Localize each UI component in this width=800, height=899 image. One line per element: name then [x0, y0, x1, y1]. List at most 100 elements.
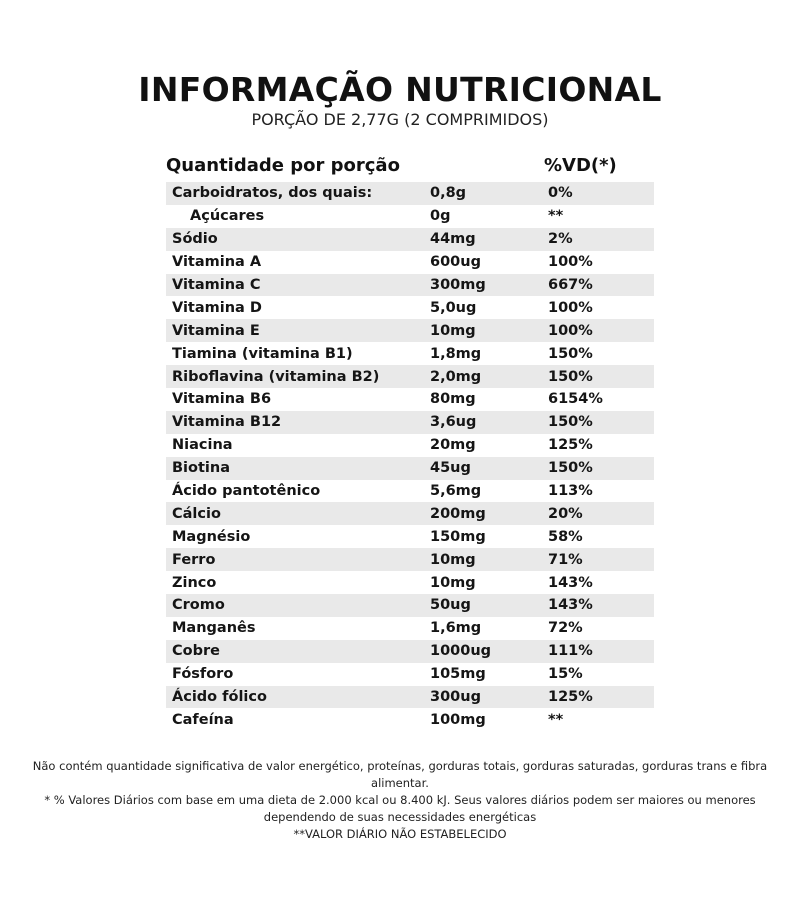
- nutrient-name: Vitamina D: [172, 299, 262, 316]
- nutrient-amount: 44mg: [430, 231, 476, 248]
- nutrient-name: Vitamina E: [172, 322, 260, 339]
- nutrient-vd: 0%: [548, 185, 573, 202]
- nutrient-name: Cobre: [172, 643, 220, 660]
- nutrient-name: Biotina: [172, 460, 230, 477]
- nutrient-vd: 72%: [548, 620, 583, 637]
- nutrient-vd: 150%: [548, 460, 593, 477]
- nutrient-name: Vitamina B12: [172, 414, 282, 431]
- table-row: Vitamina B12 3,6ug 150%: [166, 410, 654, 434]
- nutrient-vd: 20%: [548, 505, 583, 522]
- nutrient-name: Carboidratos, dos quais:: [172, 185, 373, 202]
- nutrient-amount: 0g: [430, 208, 451, 225]
- nutrient-name: Ácido pantotênico: [172, 483, 321, 500]
- nutrient-amount: 10mg: [430, 322, 476, 339]
- table-row: Cálcio 200mg 20%: [166, 502, 654, 526]
- nutrient-vd: **: [548, 208, 564, 225]
- table-row: Magnésio 150mg 58%: [166, 525, 654, 548]
- label-title: INFORMAÇÃO NUTRICIONAL: [138, 70, 662, 109]
- nutrient-vd: 667%: [548, 277, 593, 293]
- nutrient-amount: 600ug: [430, 254, 481, 271]
- nutrient-name: Zinco: [172, 574, 217, 591]
- nutrient-amount: 1,6mg: [430, 620, 482, 637]
- nutrient-name: Vitamina C: [172, 277, 261, 293]
- footnote-not-significant: Não contém quantidade significativa de v…: [32, 759, 768, 790]
- nutrient-amount: 80mg: [430, 391, 476, 408]
- nutrient-name: Açúcares: [190, 208, 265, 225]
- nutrient-vd: 100%: [548, 322, 593, 339]
- nutrient-name: Vitamina B6: [172, 391, 272, 408]
- nutrient-vd: 150%: [548, 368, 593, 385]
- nutrient-amount: 200mg: [430, 505, 486, 522]
- nutrient-amount: 0,8g: [430, 185, 467, 202]
- nutrient-amount: 10mg: [430, 551, 476, 568]
- table-row: Cromo 50ug 143%: [166, 594, 654, 617]
- nutrient-name: Ácido fólico: [172, 689, 267, 706]
- table-row: Manganês 1,6mg 72%: [166, 617, 654, 640]
- serving-size-subtitle: PORÇÃO DE 2,77G (2 COMPRIMIDOS): [251, 110, 549, 129]
- footnote-no-daily-value: **VALOR DIÁRIO NÃO ESTABELECIDO: [293, 827, 507, 841]
- table-header: Quantidade por porção %VD(*): [166, 148, 654, 182]
- nutrient-name: Cálcio: [172, 505, 221, 522]
- nutrient-name: Riboflavina (vitamina B2): [172, 368, 380, 385]
- nutrient-vd: 111%: [548, 643, 593, 660]
- nutrient-vd: 150%: [548, 414, 593, 431]
- nutrient-amount: 300ug: [430, 689, 481, 706]
- nutrient-name: Manganês: [172, 620, 256, 637]
- table-row: Ácido fólico 300ug 125%: [166, 685, 654, 709]
- nutrient-amount: 5,6mg: [430, 483, 482, 500]
- nutrient-amount: 5,0ug: [430, 299, 477, 316]
- nutrient-name: Tiamina (vitamina B1): [172, 345, 353, 362]
- nutrient-vd: 6154%: [548, 391, 603, 408]
- table-row: Vitamina B6 80mg 6154%: [166, 388, 654, 411]
- nutrient-name: Vitamina A: [172, 254, 262, 271]
- nutrient-name: Fósforo: [172, 666, 234, 683]
- nutrient-amount: 3,6ug: [430, 414, 477, 431]
- nutrient-amount: 300mg: [430, 277, 486, 293]
- nutrient-name: Magnésio: [172, 528, 251, 545]
- nutrient-vd: 100%: [548, 299, 593, 316]
- nutrient-name: Sódio: [172, 231, 218, 248]
- nutrition-table: Quantidade por porção %VD(*) Carboidrato…: [166, 148, 654, 731]
- nutrient-vd: 125%: [548, 437, 593, 454]
- nutrient-amount: 1,8mg: [430, 345, 482, 362]
- table-row: Cafeína 100mg **: [166, 708, 654, 731]
- nutrient-vd: 100%: [548, 254, 593, 271]
- nutrient-name: Niacina: [172, 437, 233, 454]
- nutrient-vd: 143%: [548, 574, 593, 591]
- nutrient-amount: 2,0mg: [430, 368, 482, 385]
- table-row: Zinco 10mg 143%: [166, 571, 654, 594]
- table-row: Vitamina E 10mg 100%: [166, 319, 654, 343]
- nutrient-amount: 100mg: [430, 711, 486, 728]
- table-row: Cobre 1000ug 111%: [166, 639, 654, 663]
- nutrient-name: Cromo: [172, 597, 225, 614]
- header-vd: %VD(*): [544, 154, 617, 176]
- table-row: Niacina 20mg 125%: [166, 434, 654, 457]
- nutrient-amount: 50ug: [430, 597, 471, 614]
- nutrient-amount: 150mg: [430, 528, 486, 545]
- footnotes: Não contém quantidade significativa de v…: [30, 758, 770, 843]
- table-row: Ferro 10mg 71%: [166, 548, 654, 572]
- table-row: Ácido pantotênico 5,6mg 113%: [166, 480, 654, 503]
- nutrient-vd: **: [548, 711, 564, 728]
- table-row: Carboidratos, dos quais: 0,8g 0%: [166, 182, 654, 205]
- nutrient-name: Ferro: [172, 551, 216, 568]
- nutrient-vd: 143%: [548, 597, 593, 614]
- table-row: Biotina 45ug 150%: [166, 456, 654, 480]
- nutrient-vd: 113%: [548, 483, 593, 500]
- table-row: Riboflavina (vitamina B2) 2,0mg 150%: [166, 365, 654, 389]
- header-nutrient: Quantidade por porção: [166, 154, 400, 176]
- table-row: Vitamina D 5,0ug 100%: [166, 296, 654, 319]
- nutrient-amount: 10mg: [430, 574, 476, 591]
- nutrient-vd: 71%: [548, 551, 583, 568]
- nutrient-amount: 105mg: [430, 666, 486, 683]
- nutrient-vd: 125%: [548, 689, 593, 706]
- nutrient-vd: 58%: [548, 528, 583, 545]
- table-body: Carboidratos, dos quais: 0,8g 0% Açúcares 0g…: [166, 182, 654, 731]
- nutrient-amount: 20mg: [430, 437, 476, 454]
- table-row: Vitamina C 300mg 667%: [166, 273, 654, 297]
- table-row: Fósforo 105mg 15%: [166, 663, 654, 686]
- nutrient-amount: 1000ug: [430, 643, 492, 660]
- table-row: Açúcares 0g **: [166, 205, 654, 228]
- nutrient-amount: 45ug: [430, 460, 471, 477]
- table-row: Sódio 44mg 2%: [166, 227, 654, 251]
